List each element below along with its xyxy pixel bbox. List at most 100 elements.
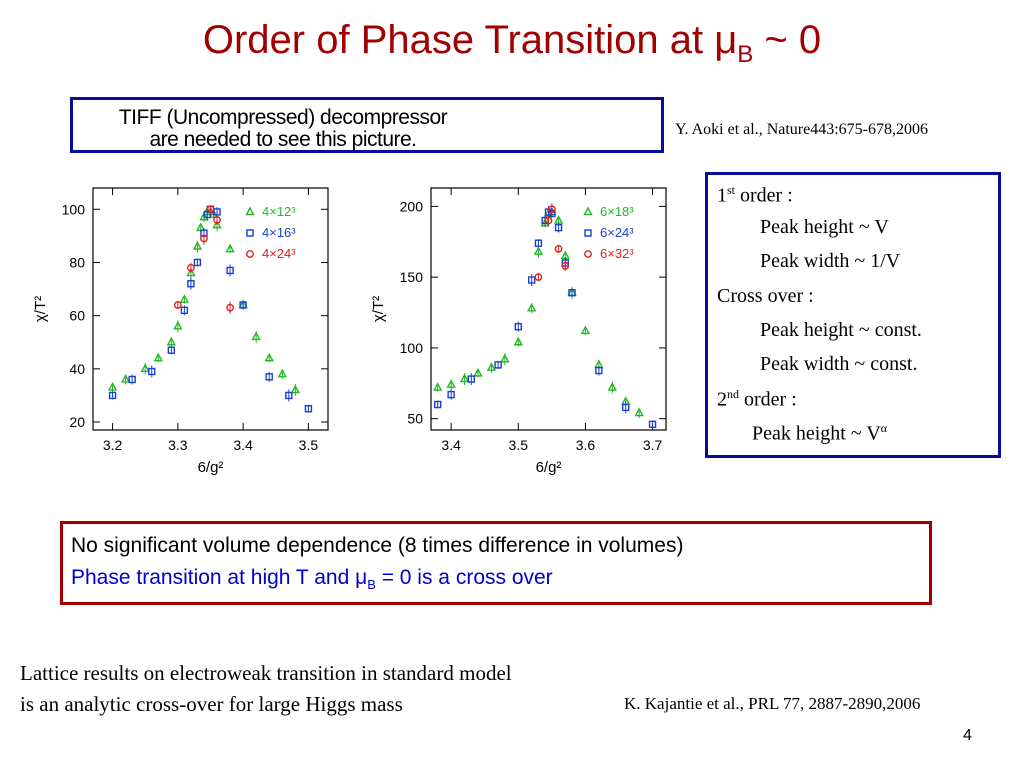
data-point xyxy=(486,362,497,371)
legend-label: 6×32³ xyxy=(600,246,634,261)
data-point xyxy=(540,217,550,227)
data-point xyxy=(607,382,617,391)
data-point xyxy=(153,352,163,362)
legend-label: 4×24³ xyxy=(262,246,296,261)
data-point xyxy=(528,276,536,284)
conclusion-line-2-pre: Phase transition at high T and μ xyxy=(71,566,368,589)
y-tick-label: 150 xyxy=(400,269,424,285)
data-point xyxy=(622,403,630,412)
data-point xyxy=(192,241,203,250)
legend-marker xyxy=(246,229,254,237)
data-point xyxy=(634,407,644,417)
y-tick-label: 80 xyxy=(69,254,85,270)
order-second-num: 2 xyxy=(717,388,727,411)
legend-marker xyxy=(583,206,593,216)
order-line-first: 1st order : xyxy=(717,183,793,208)
data-point xyxy=(128,375,136,384)
data-point xyxy=(226,266,234,275)
order-first-sup: st xyxy=(727,183,736,197)
y-tick-label: 60 xyxy=(69,308,85,324)
legend-label: 4×12³ xyxy=(262,204,296,219)
plot-frame xyxy=(430,187,667,431)
order-valpha-text: Peak height ~ V xyxy=(752,422,881,445)
slide-title: Order of Phase Transition at μB ~ 0 xyxy=(0,18,1024,69)
y-tick-label: 40 xyxy=(69,361,85,377)
order-valpha-sup: α xyxy=(880,421,888,435)
chart-right: 3.4 3.5 3.6 3.7 50 100 150 200 6/g² χ/T² 6×18³ 6×24… xyxy=(370,187,667,476)
legend-label: 4×16³ xyxy=(262,225,296,240)
data-point xyxy=(226,303,234,312)
data-point xyxy=(494,361,502,369)
legend-marker xyxy=(245,206,255,216)
data-point xyxy=(186,267,196,277)
data-point xyxy=(179,294,190,303)
data-point xyxy=(648,420,657,429)
y-tick-label: 20 xyxy=(69,414,85,430)
legend-marker xyxy=(246,250,254,258)
order-box: 1st order : Peak height ~ V Peak width ~… xyxy=(705,172,1001,458)
data-point xyxy=(187,263,195,272)
order-line-peak-width-const: Peak width ~ const. xyxy=(760,353,918,375)
data-point xyxy=(173,301,182,309)
tiff-line-2: are needed to see this picture. xyxy=(149,128,417,151)
x-tick-label: 3.4 xyxy=(233,437,253,453)
x-axis-label: 6/g² xyxy=(536,459,562,476)
data-point xyxy=(212,219,222,229)
y-tick-label: 100 xyxy=(62,201,86,217)
data-point xyxy=(187,280,195,288)
data-point xyxy=(265,373,273,381)
data-point xyxy=(304,405,313,413)
x-tick-label: 3.5 xyxy=(509,437,529,453)
x-tick-label: 3.7 xyxy=(643,437,663,453)
data-point xyxy=(534,273,543,282)
chart-left: 3.2 3.3 3.4 3.5 20 40 60 80 100 6/g² χ/T² 4×12³ 4×16… xyxy=(32,187,329,476)
data-point xyxy=(148,367,156,376)
data-point xyxy=(180,306,189,315)
data-point xyxy=(200,234,208,243)
order-line-crossover: Cross over : xyxy=(717,285,814,307)
data-point xyxy=(166,336,177,346)
conclusion-line-2-sub: B xyxy=(367,577,376,593)
data-point xyxy=(514,322,522,331)
data-point xyxy=(199,211,209,221)
data-point xyxy=(547,205,556,214)
data-point xyxy=(213,216,221,224)
data-point xyxy=(120,373,131,383)
data-point xyxy=(561,261,570,270)
data-point xyxy=(206,205,215,214)
legend-marker xyxy=(584,250,592,258)
order-first-label: order : xyxy=(735,184,793,207)
data-point xyxy=(554,244,563,253)
order-line-second: 2nd order : xyxy=(717,387,797,412)
data-point xyxy=(500,353,510,363)
data-point xyxy=(446,379,456,388)
data-point xyxy=(473,367,483,377)
data-point xyxy=(167,346,176,354)
data-point xyxy=(290,384,301,394)
data-point xyxy=(264,352,274,362)
data-point xyxy=(534,239,543,247)
y-axis-label: χ/T² xyxy=(370,296,387,322)
data-point xyxy=(277,368,287,378)
data-point xyxy=(108,391,117,400)
data-point xyxy=(239,301,247,309)
page-number: 4 xyxy=(963,727,972,744)
y-axis-label: χ/T² xyxy=(32,296,49,322)
legend-label: 6×18³ xyxy=(600,204,634,219)
tiff-placeholder-box: TIFF (Uncompressed) decompressor are nee… xyxy=(70,97,664,153)
title-subscript: B xyxy=(737,41,754,68)
data-point xyxy=(173,320,183,330)
x-tick-label: 3.4 xyxy=(441,437,461,453)
data-point xyxy=(513,336,523,346)
data-point xyxy=(527,302,537,312)
data-point xyxy=(225,243,235,253)
data-point xyxy=(467,375,475,383)
order-line-peak-height-v: Peak height ~ V xyxy=(760,216,889,238)
data-point xyxy=(568,289,576,297)
order-second-sup: nd xyxy=(727,387,739,401)
data-point xyxy=(554,223,563,232)
lattice-note: Lattice results on electroweak transitio… xyxy=(20,658,512,720)
y-tick-label: 200 xyxy=(400,198,424,214)
data-point xyxy=(285,391,293,400)
conclusion-line-1: No significant volume dependence (8 time… xyxy=(71,534,684,557)
